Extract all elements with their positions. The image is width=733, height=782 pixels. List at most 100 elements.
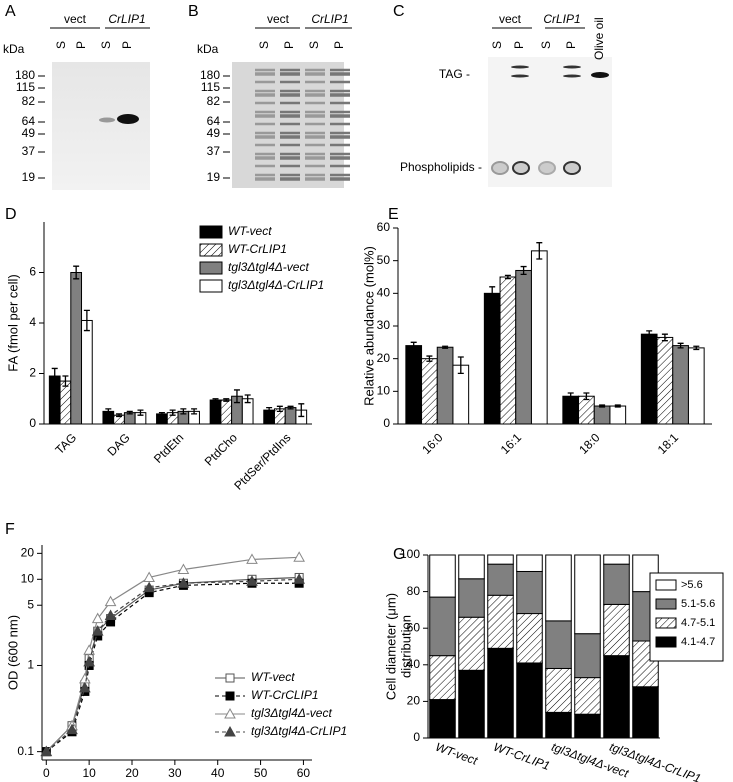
- point: [83, 655, 95, 667]
- bar: [436, 346, 454, 425]
- marker-label: 180: [15, 68, 35, 82]
- bar-segment: [487, 594, 514, 649]
- y-tick-label: 80: [407, 584, 421, 598]
- x-tick-label: WT-CrLIP1: [492, 740, 552, 773]
- group-label: vect: [267, 12, 290, 26]
- bar: [70, 272, 83, 425]
- bar: [209, 399, 222, 425]
- y-tick-label: 40: [377, 286, 391, 300]
- bar: [81, 319, 93, 425]
- y-tick-label: 0.1: [17, 744, 34, 758]
- error-bar: [223, 398, 230, 402]
- y-tick-label: 100: [400, 547, 420, 561]
- spot: [538, 161, 556, 175]
- marker-label: 19: [207, 170, 221, 184]
- y-tick-label: 0: [413, 730, 420, 744]
- x-tick-label: 40: [211, 766, 225, 780]
- lane-label: S: [539, 41, 553, 49]
- bar: [421, 358, 438, 425]
- marker-label: 64: [207, 114, 221, 128]
- point: [91, 625, 104, 636]
- x-tick-label: TAG: [52, 430, 79, 457]
- marker-label: 82: [22, 94, 36, 108]
- marker-label: 37: [22, 144, 36, 158]
- error-bar: [191, 408, 198, 415]
- band: [563, 74, 581, 78]
- marker-label: 19: [22, 170, 36, 184]
- marker-label: 49: [207, 126, 221, 140]
- legend-label: 4.1-4.7: [681, 636, 715, 648]
- error-bar: [73, 265, 80, 280]
- legend-swatch: [199, 261, 223, 275]
- error-bar: [520, 265, 527, 276]
- point: [104, 609, 117, 621]
- y-axis-label: Cell diameter (μm): [383, 593, 398, 700]
- error-bar: [583, 392, 590, 401]
- legend-marker: [225, 673, 235, 683]
- point: [177, 577, 190, 588]
- error-bar: [169, 409, 176, 416]
- legend-swatch: [199, 225, 223, 239]
- x-tick-label: 18:1: [655, 430, 682, 457]
- legend-label: WT-vect: [228, 224, 272, 238]
- error-bar: [567, 392, 574, 401]
- bar: [499, 276, 517, 425]
- y-axis-label: FA (fmol per cell): [5, 274, 20, 372]
- bar: [284, 407, 297, 425]
- x-tick-label: 10: [82, 766, 96, 780]
- legend-label: tgl3Δtgl4Δ-CrLIP1: [251, 724, 347, 738]
- bar: [562, 395, 580, 425]
- x-tick-label: PtdEtn: [151, 430, 186, 465]
- panel-letter: F: [5, 521, 15, 538]
- error-bar: [536, 242, 543, 260]
- error-bar: [442, 345, 449, 349]
- y-tick-label: 10: [377, 384, 391, 398]
- error-bar: [677, 342, 684, 349]
- y-tick-label: 6: [29, 265, 36, 279]
- lane-label: S: [99, 41, 113, 49]
- error-bar: [83, 309, 90, 332]
- unit-label: kDa: [197, 42, 219, 56]
- series-line: [45, 582, 300, 753]
- blot-image: [52, 62, 150, 190]
- bar-segment: [429, 596, 456, 657]
- bar: [483, 292, 501, 425]
- legend-swatch: [199, 243, 223, 257]
- point: [66, 723, 78, 735]
- error-bar: [693, 345, 700, 351]
- error-bar: [116, 413, 123, 418]
- point: [104, 595, 117, 607]
- legend-marker: [225, 691, 235, 701]
- legend-label: WT-vect: [251, 670, 295, 684]
- error-bar: [661, 333, 668, 342]
- bar-segment: [429, 699, 456, 739]
- y-tick-label: 0: [29, 416, 36, 430]
- bar-segment: [545, 554, 572, 622]
- bar-segment: [487, 563, 514, 596]
- bar-segment: [574, 713, 601, 739]
- x-tick-label: 60: [297, 766, 311, 780]
- y-tick-label: 20: [377, 351, 391, 365]
- group-label: CrLIP1: [543, 12, 580, 26]
- legend-swatch: [655, 598, 677, 610]
- bar-segment: [516, 554, 543, 572]
- bar: [609, 405, 627, 425]
- error-bar: [62, 375, 69, 387]
- bar-segment: [516, 570, 543, 615]
- error-bar: [426, 355, 433, 362]
- bar: [515, 269, 532, 425]
- marker-label: 115: [16, 80, 35, 94]
- bar: [452, 364, 470, 425]
- x-tick-label: PtdCho: [202, 430, 240, 468]
- point: [91, 612, 104, 624]
- error-bar: [266, 406, 273, 414]
- bar: [405, 345, 423, 425]
- bar: [530, 250, 548, 425]
- lane-label: P: [282, 41, 296, 49]
- point: [177, 563, 190, 574]
- error-bar: [126, 410, 133, 415]
- panel-letter: D: [5, 206, 17, 223]
- error-bar: [504, 274, 511, 280]
- error-bar: [212, 398, 219, 402]
- error-bar: [180, 408, 187, 415]
